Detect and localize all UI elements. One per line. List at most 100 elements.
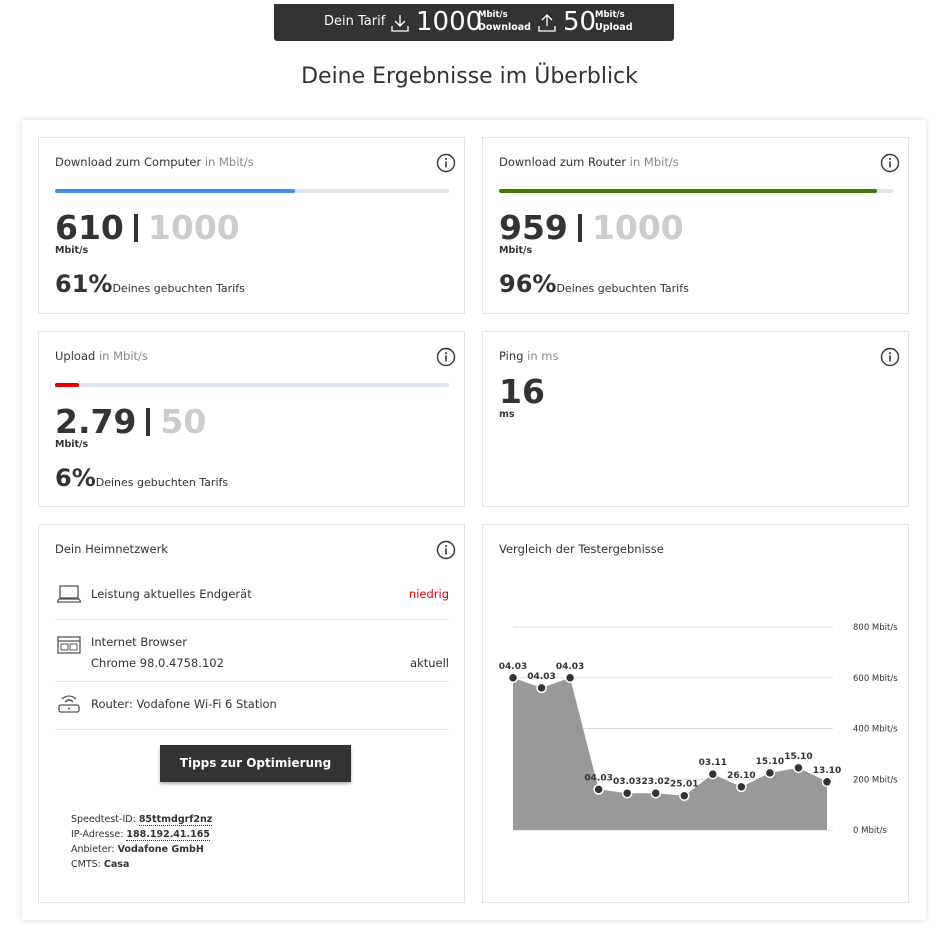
point-label: 03.03 — [613, 777, 641, 787]
info-icon[interactable] — [880, 347, 900, 367]
row-icon — [58, 695, 80, 713]
network-row: Leistung aktuelles Endgerät niedrig — [91, 587, 449, 601]
point-label: 04.03 — [527, 672, 555, 682]
y-tick-label: 400 Mbit/s — [853, 725, 898, 735]
card-title: Download zum Router in Mbit/s — [499, 155, 679, 169]
info-value: 85ttmdgrf2nz — [138, 814, 213, 826]
info-value: 188.192.41.165 — [126, 829, 210, 841]
upload-unit: Mbit/s — [595, 10, 625, 20]
y-tick-label: 600 Mbit/s — [853, 674, 898, 684]
point — [764, 767, 776, 779]
area — [513, 677, 827, 830]
info-value: Casa — [103, 859, 130, 870]
value-unit: Mbit/s — [499, 245, 533, 256]
progress-track — [55, 189, 449, 193]
point-label: 04.03 — [499, 662, 527, 672]
info-dot — [445, 158, 447, 160]
progress-track — [499, 189, 893, 193]
point-label: 13.10 — [813, 766, 841, 776]
point-label: 04.03 — [584, 773, 612, 783]
download-icon — [391, 15, 409, 32]
optimize-button[interactable]: Tipps zur Optimierung — [160, 745, 351, 782]
result-card: Ping in ms 16 ms — [482, 331, 909, 507]
row-status: aktuell — [410, 656, 449, 670]
home-network-card: Dein Heimnetzwerk Leistung aktuelles Endg… — [38, 524, 465, 903]
point-label: 23.02 — [641, 777, 669, 787]
info-value: Vodafone GmbH — [117, 844, 204, 855]
card-title: Dein Heimnetzwerk — [55, 542, 168, 556]
point-label: 15.10 — [784, 752, 812, 762]
separator — [133, 214, 138, 242]
info-circle — [880, 153, 900, 173]
info-dot — [889, 158, 891, 160]
row-divider — [55, 681, 449, 682]
info-line: CMTS: Casa — [71, 859, 129, 870]
info-stem — [889, 161, 891, 168]
chart-card: Vergleich der Testergebnisse 0 Mbit/s 200 … — [482, 524, 909, 903]
row-status: niedrig — [408, 587, 449, 601]
value: 2.79 50 — [55, 402, 206, 441]
max-value: 1000 — [147, 208, 240, 247]
measured-value: 610 — [55, 208, 124, 247]
percent: 96%Deines gebuchten Tarifs — [499, 270, 689, 298]
info-stem — [889, 355, 891, 362]
card-title: Download zum Computer in Mbit/s — [55, 155, 254, 169]
progress-fill — [499, 189, 878, 193]
card-unit-label: in Mbit/s — [629, 155, 679, 169]
point — [793, 762, 804, 774]
y-tick-label: 0 Mbit/s — [853, 826, 887, 836]
value: 16 — [499, 372, 545, 411]
point — [679, 790, 690, 801]
value-unit: ms — [499, 409, 515, 420]
separator — [577, 214, 582, 242]
point-label: 26.10 — [727, 771, 755, 781]
point — [593, 784, 604, 795]
card-title-text: Upload — [55, 349, 96, 363]
info-key: Speedtest-ID: — [71, 814, 136, 825]
row-icon — [57, 585, 81, 603]
percent-value: 61% — [55, 270, 113, 298]
percent-value: 96% — [499, 270, 557, 298]
progress-track — [55, 383, 449, 387]
info-dot — [445, 545, 447, 547]
value: 610 1000 — [55, 208, 240, 247]
percent-value: 6% — [55, 464, 96, 492]
info-icon[interactable] — [880, 153, 900, 173]
download-label: Download — [478, 22, 531, 33]
percent: 6%Deines gebuchten Tarifs — [55, 464, 228, 492]
max-value: 1000 — [591, 208, 684, 247]
point — [821, 776, 833, 788]
info-key: Anbieter: — [71, 844, 115, 855]
separator — [146, 408, 151, 436]
card-title-text: Ping — [499, 349, 524, 363]
point — [621, 787, 633, 799]
point — [736, 781, 747, 793]
progress-fill — [55, 383, 79, 387]
upload-label: Upload — [595, 22, 633, 33]
point — [536, 682, 547, 694]
info-line: Speedtest-ID: 85ttmdgrf2nz — [71, 814, 213, 826]
info-circle — [436, 540, 456, 560]
info-icon[interactable] — [436, 347, 456, 367]
info-stem — [445, 355, 447, 362]
point — [564, 672, 576, 683]
card-unit-label: in ms — [527, 349, 559, 363]
page-title: Deine Ergebnisse im Überblick — [301, 64, 638, 89]
info-circle — [880, 347, 900, 367]
point — [707, 768, 719, 780]
chart-title: Vergleich der Testergebnisse — [499, 542, 664, 556]
info-icon[interactable] — [436, 540, 456, 560]
point-label: 03.11 — [699, 758, 727, 768]
card-title-text: Download zum Router — [499, 155, 627, 169]
info-icon[interactable] — [436, 153, 456, 173]
info-dot — [889, 352, 891, 354]
network-row: Router: Vodafone Wi-Fi 6 Station — [91, 697, 449, 711]
row-label: Internet Browser — [91, 635, 187, 649]
upload-value: 50 — [563, 7, 597, 37]
row-label: Leistung aktuelles Endgerät — [91, 587, 252, 601]
info-key: CMTS: — [71, 859, 101, 870]
row-icon — [57, 636, 81, 654]
row-detail: Chrome 98.0.4758.102 — [91, 656, 224, 670]
percent: 61%Deines gebuchten Tarifs — [55, 270, 245, 298]
